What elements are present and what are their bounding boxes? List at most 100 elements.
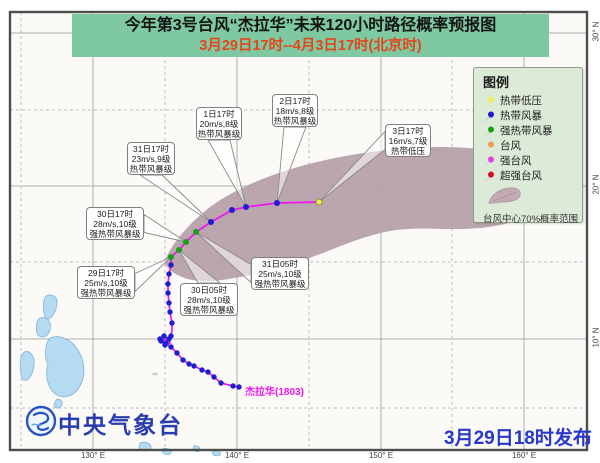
island-landmass [19, 351, 35, 381]
callout-line: 热带风暴级 [273, 115, 317, 126]
past-position-dot [205, 369, 211, 375]
latitude-tick-label: 10° N [591, 327, 600, 348]
island-landmass [43, 294, 58, 321]
legend-item-label: 热带风暴 [500, 110, 542, 122]
legend-item-label: 热带低压 [500, 95, 542, 107]
callout-line: 强热带风暴级 [183, 304, 235, 315]
past-position-dot [165, 281, 171, 287]
past-position-dot [165, 290, 171, 296]
island-landmass [53, 398, 63, 409]
callout-leader-wedge [207, 139, 247, 208]
map-frame [8, 10, 589, 452]
cma-logo [25, 405, 57, 442]
longitude-tick-label: 140° E [224, 451, 250, 460]
forecast-position-dot [168, 254, 174, 260]
callout-line: 28m/s,10级 [93, 218, 137, 229]
past-position-dot [167, 309, 173, 315]
map-title: 今年第3号台风“杰拉华”未来120小时路径概率预报图 [124, 17, 497, 34]
callout-line: 20m/s,8级 [199, 118, 239, 129]
callout-line: 30日05时 [191, 285, 227, 295]
legend-range-caption: 台风中心70%概率范围 [483, 214, 579, 225]
past-position-dot [166, 300, 172, 306]
legend-panel: 图例 热带低压 热带风暴 强热带风暴 台风 强台风 超强台风 [473, 67, 583, 225]
legend-item: 强台风 [483, 153, 582, 168]
legend-item-label: 强台风 [500, 155, 532, 167]
callout-line: 29日17时 [88, 268, 124, 278]
forecast-position-dot [193, 229, 199, 235]
legend-item-label: 强热带风暴 [500, 125, 553, 137]
forecast-position-dot [176, 247, 182, 253]
past-position-dot [186, 361, 192, 367]
callout-line: 强热带风暴级 [80, 287, 132, 298]
storm-category-icon [484, 126, 494, 136]
callout-leader-wedge [138, 174, 212, 223]
island-landmass [35, 317, 51, 338]
storm-category-icon [484, 171, 494, 181]
callout-line: 热带风暴级 [129, 163, 173, 174]
past-position-dot [169, 320, 175, 326]
legend-items: 热带低压 热带风暴 强热带风暴 台风 强台风 超强台风 [483, 93, 582, 183]
callout-leader-wedge [134, 256, 172, 293]
legend-item-label: 超强台风 [500, 170, 542, 182]
past-position-dot [161, 333, 167, 339]
map-title-bar: 今年第3号台风“杰拉华”未来120小时路径概率预报图 3月29日17时--4月3… [72, 14, 549, 57]
forecast-position-dot [183, 239, 189, 245]
callout-line: 28m/s,10级 [187, 294, 231, 305]
storm-category-icon [484, 111, 494, 121]
past-position-dot [230, 383, 236, 389]
past-position-dot [211, 374, 217, 380]
past-position-dot [174, 350, 180, 356]
legend-item: 热带风暴 [483, 108, 582, 123]
storm-name-label: 杰拉华(1803) [245, 387, 304, 398]
past-position-dot [168, 262, 174, 268]
legend-item: 台风 [483, 138, 582, 153]
agency-name: 中央气象台 [58, 412, 183, 438]
callout-line: 热带风暴级 [197, 128, 241, 139]
callout-line: 31日05时 [262, 259, 298, 269]
map-subtitle: 3月29日17时--4月3日17时(北京时) [199, 38, 422, 54]
legend-item-label: 台风 [500, 140, 521, 152]
forecast-point-callout: 31日05时 25m/s,10级 强热带风暴级 [251, 257, 309, 290]
forecast-point-callout: 3日17时 16m/s,7级 热带低压 [385, 124, 431, 157]
callout-line: 16m/s,7级 [388, 135, 428, 146]
storm-category-icon [484, 156, 494, 166]
callout-line: 2日17时 [279, 96, 311, 106]
past-position-dot [236, 384, 242, 390]
forecast-point-callout: 29日17时 25m/s,10级 强热带风暴级 [77, 266, 135, 299]
callout-line: 1日17时 [203, 109, 235, 119]
forecast-position-dot [208, 219, 214, 225]
longitude-tick-label: 160° E [511, 451, 537, 460]
small-island-speck [152, 372, 158, 376]
storm-category-icon [484, 141, 494, 151]
forecast-point-callout: 1日17时 20m/s,8级 热带风暴级 [196, 107, 242, 140]
storm-category-icon [484, 96, 494, 106]
forecast-point-callout: 31日17时 23m/s,9级 热带风暴级 [127, 142, 175, 175]
past-position-dot [168, 333, 174, 339]
longitude-tick-label: 150° E [368, 451, 394, 460]
callout-line: 23m/s,9级 [131, 153, 171, 164]
past-position-dot [199, 367, 205, 373]
callout-line: 3日17时 [392, 126, 424, 136]
callout-line: 31日17时 [133, 144, 169, 154]
past-position-dot [168, 344, 174, 350]
callout-line: 30日17时 [97, 209, 133, 219]
island-landmass [45, 336, 85, 398]
probability-70-area [164, 147, 547, 282]
callout-leader-wedge [143, 213, 187, 243]
past-position-dot [191, 363, 197, 369]
forecast-point-callout: 2日17时 18m/s,8级 热带风暴级 [272, 94, 318, 127]
legend-item: 热带低压 [483, 93, 582, 108]
forecast-point-callout: 30日17时 28m/s,10级 强热带风暴级 [86, 207, 144, 240]
past-position-dot [162, 342, 168, 348]
past-position-dot [158, 338, 164, 344]
callout-leader-wedge [276, 126, 307, 204]
callout-line: 强热带风暴级 [89, 228, 141, 239]
legend-item: 超强台风 [483, 168, 582, 183]
issued-time: 3月29日18时发布 [444, 428, 592, 449]
past-position-dot [180, 357, 186, 363]
past-position-dot [218, 380, 224, 386]
callout-line: 强热带风暴级 [254, 278, 306, 289]
forecast-position-dot [315, 198, 323, 206]
past-position-dot [166, 271, 172, 277]
